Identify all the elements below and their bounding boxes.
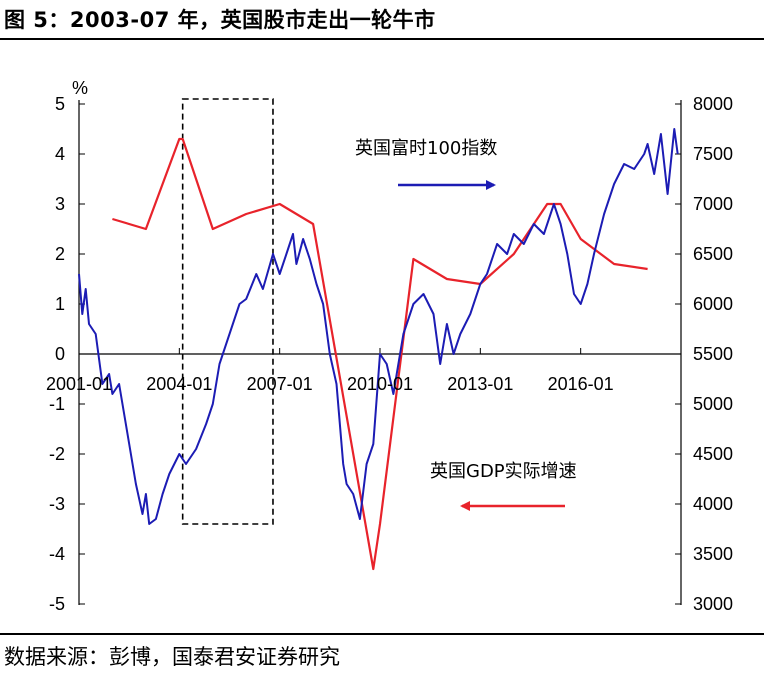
series-layer [78,128,679,571]
x-tick-label: 2016-01 [548,374,614,394]
chart-title: 图 5：2003-07 年，英国股市走出一轮牛市 [4,8,436,32]
chart: 5 4 3 2 1 0 -1 -2 -3 -4 -5% 8000 7500 7000 6500 6000 550… [46,78,733,614]
ftse-annotation: 英国富时100指数 [355,138,497,159]
left-tick-label: -1 [49,394,65,414]
left-tick-label: -4 [49,544,65,564]
right-tick-label: 8000 [693,94,733,114]
x-tick-label: 2001-01 [46,374,112,394]
gdp-annotation: 英国GDP实际增速 [430,461,577,482]
left-tick-label: 2 [55,244,65,264]
highlight-box-layer [181,98,274,525]
left-tick-label: 0 [55,344,65,364]
right-tick-label: 4000 [693,494,733,514]
x-tick-label: 2004-01 [146,374,212,394]
right-tick-label: 7500 [693,144,733,164]
x-tick-label: 2010-01 [347,374,413,394]
source-note: 数据来源：彭博，国泰君安证券研究 [4,645,340,669]
left-tick-label: 1 [55,294,65,314]
title-rule [0,38,764,40]
right-tick-label: 6000 [693,294,733,314]
right-tick-label: 5500 [693,344,733,364]
left-tick-label: -3 [49,494,65,514]
gdp-series-line [112,137,648,571]
right-tick-label: 5000 [693,394,733,414]
left-tick-label: -5 [49,594,65,614]
axes-layer [78,100,682,605]
right-tick-label: 6500 [693,244,733,264]
ftse-series-line [78,128,679,525]
left-axis-unit: % [72,78,88,98]
right-tick-label: 4500 [693,444,733,464]
right-tick-label: 3000 [693,594,733,614]
x-tick-label: 2007-01 [247,374,313,394]
x-tick-label: 2013-01 [447,374,513,394]
right-tick-label: 3500 [693,544,733,564]
right-tick-label: 7000 [693,194,733,214]
left-tick-label: 4 [55,144,65,164]
left-tick-label: 5 [55,94,65,114]
left-tick-label: -2 [49,444,65,464]
left-tick-label: 3 [55,194,65,214]
source-rule [0,633,764,635]
labels-layer: 5 4 3 2 1 0 -1 -2 -3 -4 -5% 8000 7500 7000 6500 6000 550… [46,78,733,614]
highlight-box [181,98,274,525]
